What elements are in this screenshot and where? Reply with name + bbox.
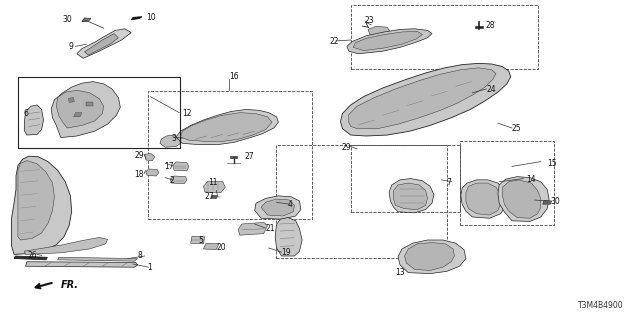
Polygon shape	[131, 17, 142, 20]
Polygon shape	[502, 180, 541, 218]
Text: 25: 25	[512, 124, 522, 133]
Text: 7: 7	[446, 178, 451, 187]
Text: 22: 22	[330, 37, 339, 46]
Polygon shape	[170, 176, 187, 184]
Polygon shape	[173, 162, 189, 171]
Text: 27: 27	[205, 192, 214, 201]
Polygon shape	[204, 243, 219, 250]
Text: 16: 16	[229, 72, 239, 81]
Text: 19: 19	[282, 248, 291, 257]
Text: 29: 29	[134, 151, 144, 160]
Text: 23: 23	[365, 16, 374, 25]
Polygon shape	[461, 180, 507, 218]
Polygon shape	[24, 237, 108, 254]
Polygon shape	[211, 195, 218, 198]
Text: 8: 8	[138, 252, 142, 260]
Polygon shape	[56, 90, 104, 128]
Polygon shape	[51, 82, 120, 138]
Polygon shape	[349, 68, 496, 129]
Text: 24: 24	[486, 85, 496, 94]
Text: 2: 2	[170, 176, 174, 185]
Text: 10: 10	[146, 13, 156, 22]
Polygon shape	[261, 199, 294, 216]
Text: 15: 15	[547, 159, 557, 168]
Text: 27: 27	[244, 152, 254, 161]
Polygon shape	[24, 105, 44, 135]
Polygon shape	[353, 31, 422, 51]
Text: FR.: FR.	[61, 280, 79, 291]
Polygon shape	[498, 177, 549, 221]
Text: T3M4B4900: T3M4B4900	[579, 301, 624, 310]
Polygon shape	[26, 262, 138, 267]
Text: 28: 28	[485, 21, 495, 30]
Polygon shape	[398, 240, 466, 274]
Text: 17: 17	[164, 162, 174, 171]
Polygon shape	[84, 34, 118, 55]
Polygon shape	[475, 26, 483, 28]
Text: 21: 21	[266, 224, 275, 233]
Text: 18: 18	[134, 170, 144, 179]
Text: 29: 29	[341, 143, 351, 152]
Polygon shape	[68, 98, 74, 102]
Polygon shape	[389, 179, 434, 213]
Text: 30: 30	[62, 15, 72, 24]
Polygon shape	[204, 181, 225, 193]
Polygon shape	[176, 109, 278, 145]
Polygon shape	[191, 236, 205, 244]
Text: 11: 11	[208, 178, 218, 187]
Polygon shape	[230, 156, 237, 158]
Polygon shape	[18, 161, 54, 240]
Polygon shape	[86, 102, 93, 106]
Text: 30: 30	[550, 197, 560, 206]
Polygon shape	[543, 200, 552, 204]
Text: 13: 13	[396, 268, 405, 277]
Text: 14: 14	[526, 175, 536, 184]
Text: 26: 26	[28, 252, 37, 260]
Polygon shape	[58, 257, 138, 261]
Polygon shape	[82, 18, 91, 22]
Polygon shape	[275, 218, 302, 256]
Text: 12: 12	[182, 109, 192, 118]
Polygon shape	[394, 183, 428, 210]
Polygon shape	[145, 154, 155, 161]
Polygon shape	[347, 29, 432, 54]
Polygon shape	[160, 135, 180, 147]
Text: 4: 4	[288, 200, 293, 209]
Polygon shape	[14, 256, 47, 260]
Text: 3: 3	[172, 134, 177, 143]
Text: 9: 9	[68, 42, 74, 51]
Text: 20: 20	[216, 244, 226, 252]
Polygon shape	[255, 196, 301, 219]
Polygon shape	[238, 222, 268, 235]
Polygon shape	[404, 243, 454, 270]
Polygon shape	[466, 183, 500, 215]
Text: 1: 1	[147, 263, 152, 272]
Polygon shape	[12, 156, 72, 254]
Text: 5: 5	[198, 236, 204, 245]
Polygon shape	[146, 169, 159, 176]
Polygon shape	[368, 26, 390, 36]
Polygon shape	[74, 113, 82, 117]
Text: 6: 6	[24, 109, 29, 118]
Polygon shape	[340, 63, 511, 136]
Polygon shape	[77, 29, 131, 58]
Polygon shape	[180, 113, 272, 141]
